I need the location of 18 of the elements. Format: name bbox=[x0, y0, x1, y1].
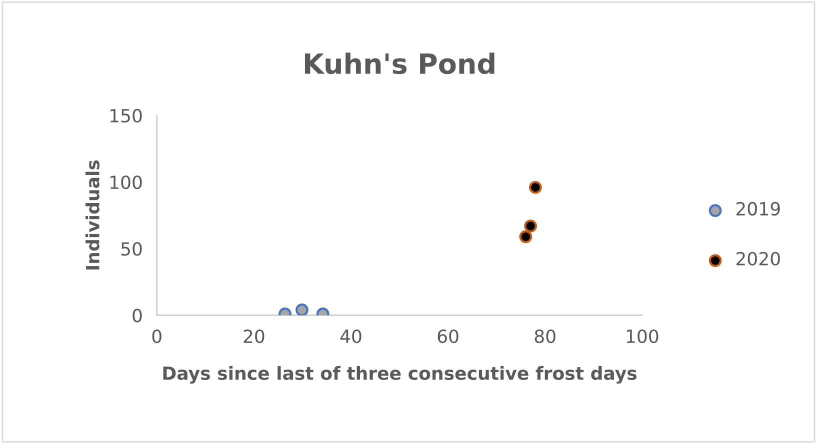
x-tick-label: 100 bbox=[626, 329, 658, 344]
x-tick-label: 40 bbox=[340, 329, 362, 344]
y-axis-title: Individuals bbox=[85, 160, 100, 270]
chart-title: Kuhn's Pond bbox=[304, 52, 494, 74]
x-tick-label: 80 bbox=[534, 329, 556, 344]
x-tick-label: 0 bbox=[152, 329, 162, 344]
x-tick-label: 20 bbox=[244, 329, 264, 344]
y-tick-label: 50 bbox=[121, 242, 142, 256]
point bbox=[519, 230, 532, 244]
y-tick-label: 150 bbox=[110, 108, 142, 123]
x-tick-label: 60 bbox=[438, 329, 458, 344]
legend-label: 2020 bbox=[736, 252, 780, 266]
legend-label: 2019 bbox=[736, 202, 780, 216]
y-tick-label: 100 bbox=[110, 176, 142, 190]
point bbox=[524, 220, 537, 232]
y-tick-label: 0 bbox=[132, 308, 142, 322]
x-axis-title: Days since last of three consecutive frost days bbox=[163, 366, 637, 384]
point bbox=[528, 180, 542, 194]
